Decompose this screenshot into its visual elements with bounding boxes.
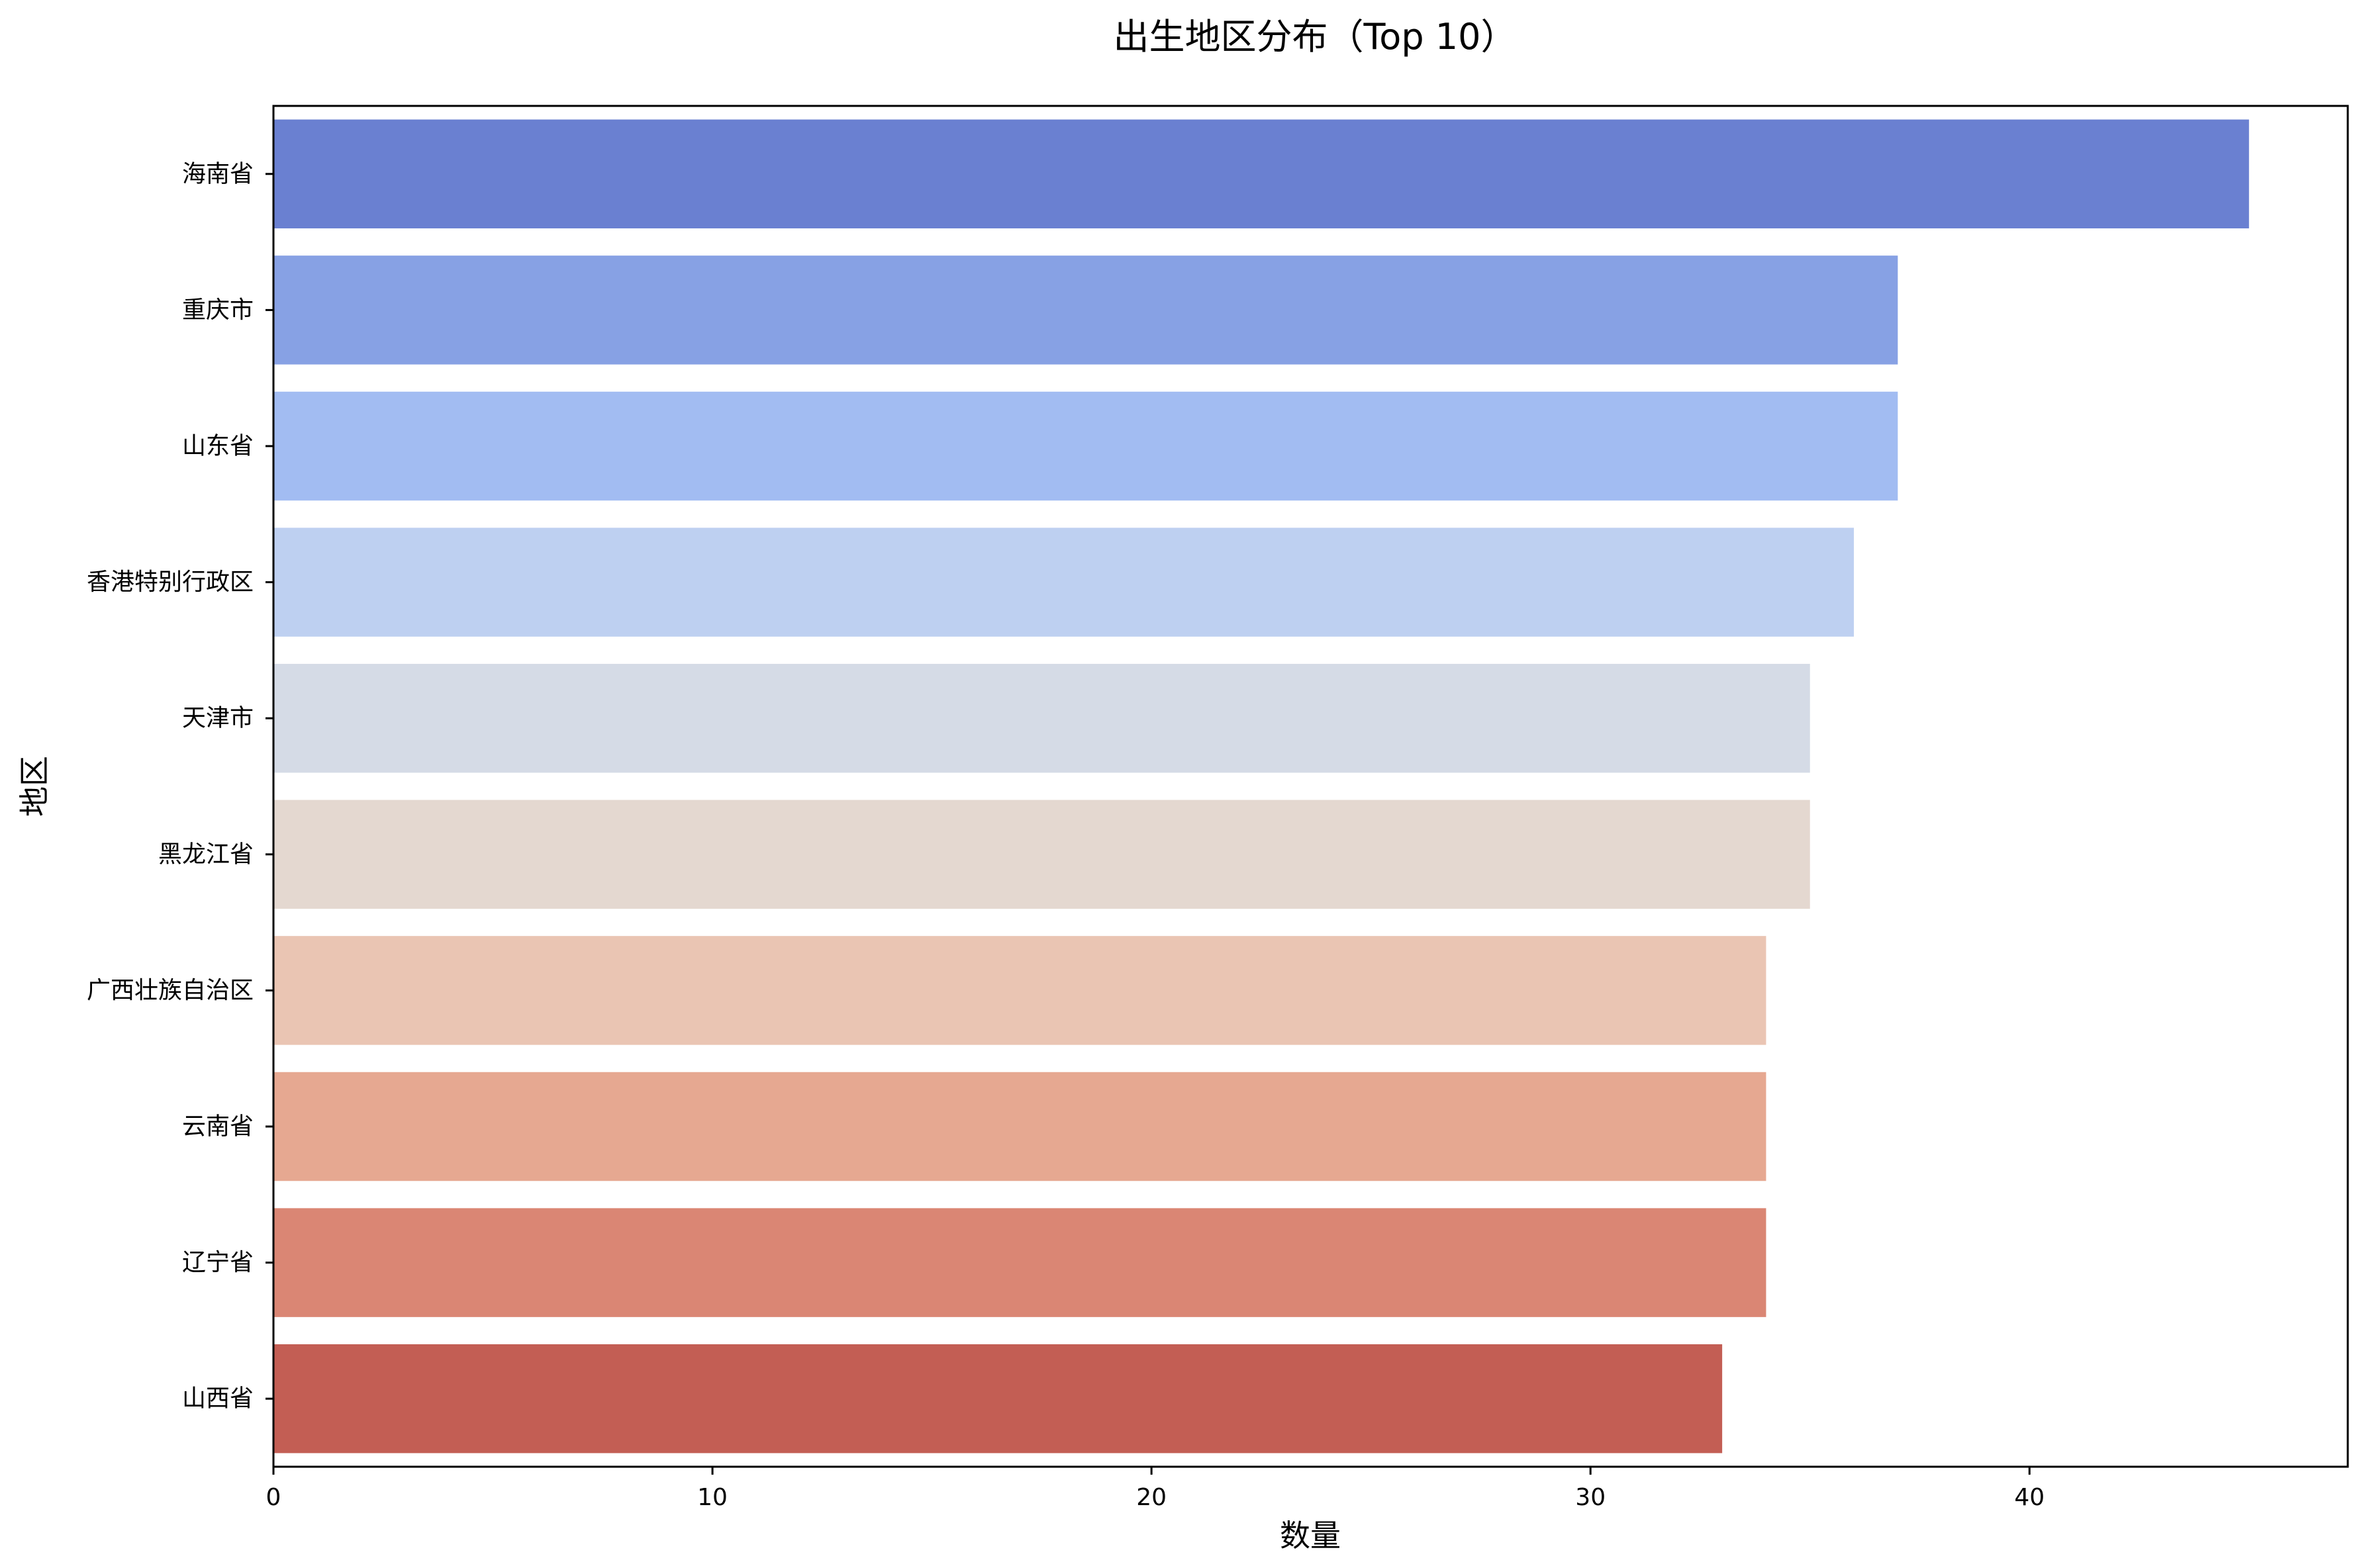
x-tick-label: 40 <box>2014 1484 2045 1511</box>
bar-1 <box>273 119 2249 229</box>
x-tick-label: 10 <box>697 1484 728 1511</box>
bar-10 <box>273 1344 1723 1453</box>
plot-frame <box>272 105 2349 1468</box>
y-tick-label: 黑龙江省 <box>158 841 254 868</box>
bar-9 <box>273 1208 1766 1317</box>
x-tick-label: 20 <box>1136 1484 1167 1511</box>
bar-3 <box>273 391 1898 501</box>
y-tick-label: 香港特别行政区 <box>87 569 254 596</box>
bar-2 <box>273 255 1898 365</box>
y-tick-label: 辽宁省 <box>182 1249 254 1276</box>
y-tick-label: 广西壮族自治区 <box>87 977 254 1004</box>
y-tick-label: 重庆市 <box>182 297 254 324</box>
y-tick-label: 云南省 <box>182 1113 254 1140</box>
bar-5 <box>273 663 1810 773</box>
bar-6 <box>273 800 1810 909</box>
bar-7 <box>273 936 1766 1045</box>
x-ticks: 0 10 20 30 40 <box>266 1467 2045 1511</box>
bar-8 <box>273 1072 1766 1181</box>
chart-title: 出生地区分布（Top 10） <box>1113 16 1516 58</box>
y-tick-label: 天津市 <box>182 705 254 732</box>
x-tick-label: 0 <box>266 1484 281 1511</box>
bars-group <box>273 119 2249 1453</box>
y-axis-label: 地区 <box>17 756 52 817</box>
y-tick-label: 海南省 <box>182 160 254 187</box>
x-axis-label: 数量 <box>1280 1518 1341 1553</box>
x-tick-label: 30 <box>1575 1484 1606 1511</box>
y-tick-label: 山东省 <box>182 433 254 460</box>
y-tick-label: 山西省 <box>182 1385 254 1412</box>
bar-4 <box>273 528 1855 637</box>
